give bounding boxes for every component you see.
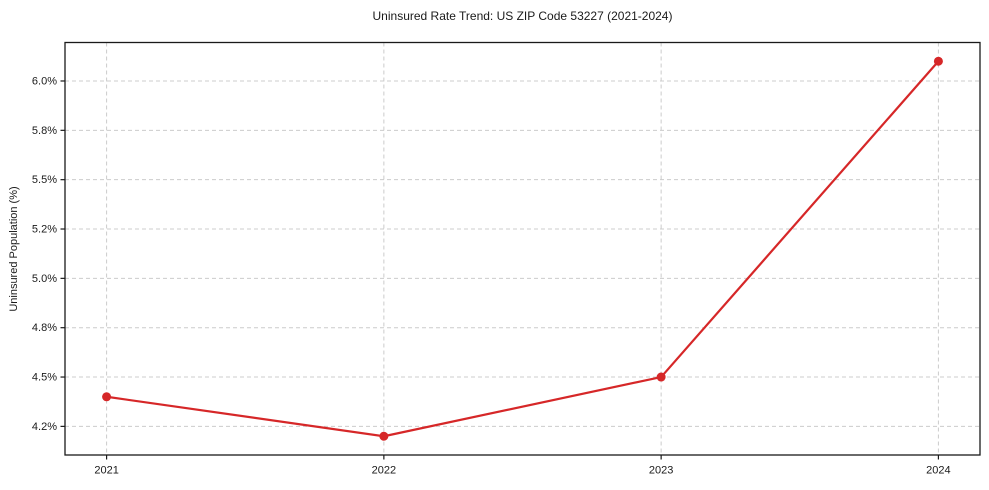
y-tick-label: 4.2% (32, 421, 57, 433)
y-tick-label: 5.8% (32, 125, 57, 137)
data-point (933, 56, 943, 66)
plot-border (64, 41, 981, 456)
chart-title: Uninsured Rate Trend: US ZIP Code 53227 … (372, 9, 673, 23)
y-tick-label: 5.5% (32, 174, 57, 186)
data-point (379, 431, 389, 441)
data-point (102, 392, 112, 402)
x-tick-label: 2024 (926, 465, 950, 477)
data-line (105, 60, 940, 438)
x-tick-label: 2021 (94, 465, 118, 477)
y-tick-label: 4.5% (32, 372, 57, 384)
y-tick-label: 5.2% (32, 224, 57, 236)
data-point (656, 372, 666, 382)
y-tick-label: 6.0% (32, 75, 57, 87)
x-tick-label: 2023 (649, 465, 673, 477)
x-tick-label: 2022 (372, 465, 396, 477)
y-tick-label: 4.8% (32, 322, 57, 334)
y-tick-label: 5.0% (32, 273, 57, 285)
